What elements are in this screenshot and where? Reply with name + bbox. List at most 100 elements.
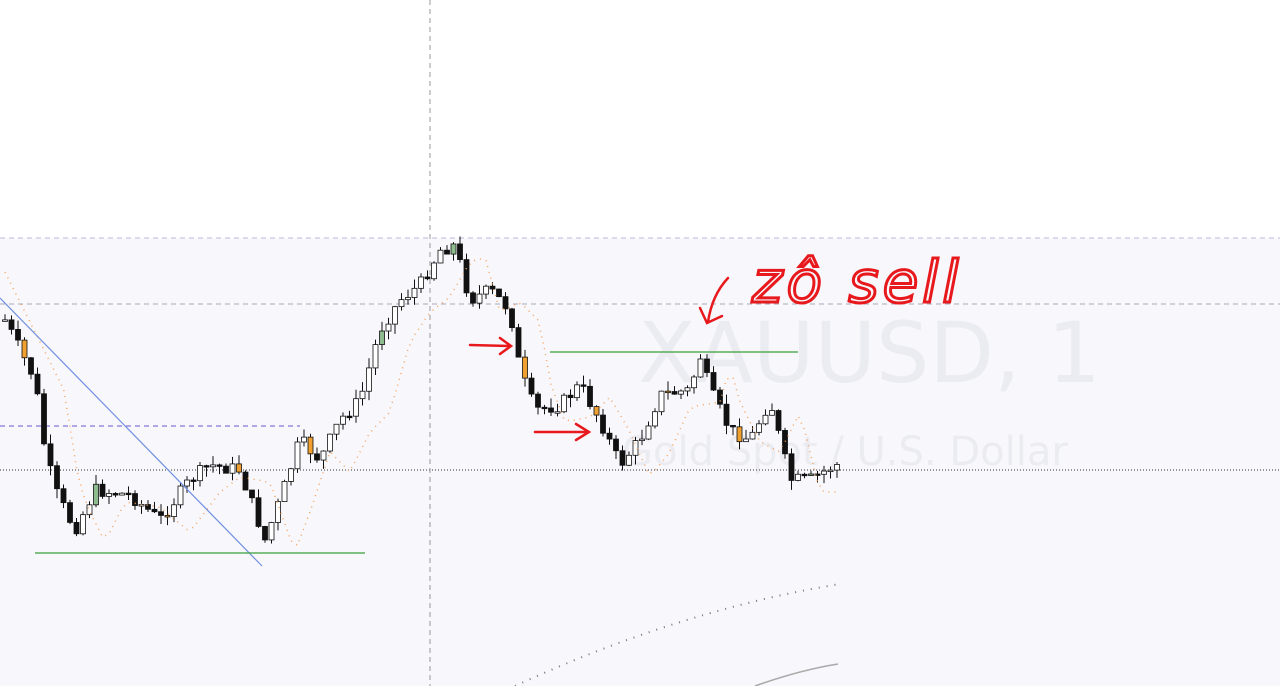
candle-body (41, 393, 47, 445)
candle-body (216, 464, 223, 467)
arrow (533, 422, 592, 442)
candle-body (450, 243, 457, 255)
candle-body (749, 431, 756, 440)
candle-body (528, 377, 535, 395)
candle-body (307, 436, 314, 455)
candle-body (476, 293, 483, 304)
top-area (0, 0, 1280, 238)
candle-body (184, 479, 190, 487)
candle-body (229, 463, 236, 474)
candle-body (496, 288, 502, 298)
candle-body (210, 464, 216, 468)
candle-body (340, 415, 346, 425)
candle-body (782, 430, 788, 455)
candle-body (203, 465, 210, 468)
candle-body (743, 438, 749, 443)
candle-body (151, 508, 158, 513)
candle-body (275, 501, 281, 523)
candle-body (574, 384, 580, 399)
arrow (468, 336, 514, 356)
candle-body (632, 440, 639, 456)
candle-body (54, 465, 60, 490)
candle-body (8, 319, 15, 330)
candle-body (652, 411, 658, 427)
arrow (698, 276, 730, 325)
candle-body (99, 483, 106, 497)
candle-body (385, 323, 392, 332)
candle-body (346, 415, 353, 419)
candle-body (762, 414, 769, 425)
candle-body (158, 511, 164, 516)
candle-body (470, 292, 476, 304)
candle-body (795, 473, 801, 481)
candle-body (366, 367, 372, 392)
candle-body (788, 453, 795, 481)
trend-line (0, 297, 263, 567)
candle-body (697, 358, 704, 378)
candle-body (112, 493, 119, 496)
candle-body (320, 450, 327, 461)
candle-body (333, 423, 340, 435)
candle-body (372, 344, 379, 369)
candle-body (34, 373, 41, 395)
candle-body (723, 403, 730, 426)
arrows (468, 276, 730, 442)
candle-body (606, 432, 613, 440)
candle-body (268, 522, 275, 541)
candle-body (554, 411, 561, 414)
candle-body (704, 358, 710, 373)
candle-body (593, 406, 600, 416)
candle-body (177, 485, 184, 506)
candle-body (502, 296, 509, 310)
candle-body (314, 453, 320, 461)
candle-body (353, 398, 359, 417)
candle-body (463, 259, 470, 294)
candle-body (535, 393, 541, 408)
candle-body (710, 372, 717, 391)
candle-body (145, 504, 151, 510)
candle-body (15, 329, 21, 341)
candle-body (327, 433, 333, 452)
candle-body (359, 390, 366, 400)
candle-body (658, 390, 665, 413)
candle-body (2, 319, 8, 322)
candle-body (190, 479, 197, 482)
candle-body (392, 306, 398, 325)
candle-body (411, 287, 418, 298)
candle-body (294, 441, 301, 470)
candle-body (626, 454, 632, 466)
candle-body (821, 470, 827, 475)
candle-body (775, 410, 782, 431)
candle-body (619, 450, 626, 466)
candle-body (424, 276, 431, 280)
candle-body (489, 285, 496, 290)
candle-body (405, 297, 411, 301)
candle-body (522, 356, 528, 379)
candle-body (171, 504, 177, 517)
candle-body (255, 497, 262, 527)
candle-body (483, 285, 489, 295)
candle-body (671, 391, 678, 395)
candle-body (437, 249, 444, 264)
candle-body (691, 376, 697, 389)
candle-body (769, 410, 775, 416)
candle-body (717, 389, 723, 405)
candle-body (223, 465, 229, 474)
candle-body (756, 423, 762, 433)
candle-body (67, 502, 73, 523)
candle-body (93, 483, 99, 506)
candle-body (645, 425, 652, 440)
watermark-description: Gold Spot / U.S. Dollar (622, 429, 1068, 475)
candle-body (613, 438, 619, 452)
candle-body (60, 488, 67, 504)
candle-body (509, 308, 515, 329)
candle-body (431, 262, 437, 280)
candle-body (21, 339, 28, 359)
candle-body (80, 514, 86, 535)
candle-body (249, 489, 255, 499)
candle-body (561, 394, 567, 413)
annotation: zô sell (751, 248, 963, 316)
candle-body (125, 492, 132, 496)
candle-body (580, 384, 587, 387)
